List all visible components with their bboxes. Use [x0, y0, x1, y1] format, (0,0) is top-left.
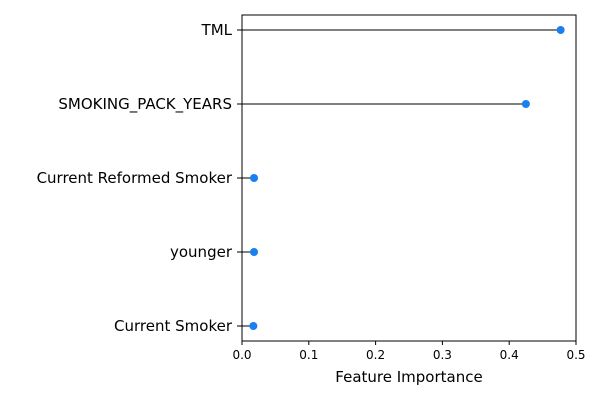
- category-label: TML: [201, 21, 233, 39]
- category-label: younger: [170, 243, 233, 261]
- lollipop-marker: [249, 322, 258, 330]
- stems: [242, 29, 561, 327]
- x-tick-label: 0.2: [366, 348, 385, 362]
- lollipop-marker: [250, 248, 259, 256]
- x-tick-label: 0.5: [566, 348, 585, 362]
- category-label: SMOKING_PACK_YEARS: [58, 95, 232, 114]
- x-axis: 0.0 0.1 0.2 0.3 0.4 0.5: [232, 341, 586, 362]
- lollipop-marker: [250, 174, 259, 182]
- plot-frame: [241, 14, 577, 342]
- x-axis-title: Feature Importance: [335, 368, 482, 386]
- markers: [249, 26, 565, 330]
- y-axis: TML SMOKING_PACK_YEARS Current Reformed Sm…: [37, 21, 242, 335]
- x-tick-label: 0.4: [500, 348, 519, 362]
- plot-area: [241, 14, 577, 342]
- x-tick-label: 0.0: [232, 348, 251, 362]
- x-tick-label: 0.1: [299, 348, 318, 362]
- lollipop-marker: [521, 100, 530, 108]
- lollipop-marker: [556, 26, 565, 34]
- category-label: Current Smoker: [114, 317, 233, 335]
- x-tick-label: 0.3: [433, 348, 452, 362]
- category-label: Current Reformed Smoker: [37, 169, 233, 187]
